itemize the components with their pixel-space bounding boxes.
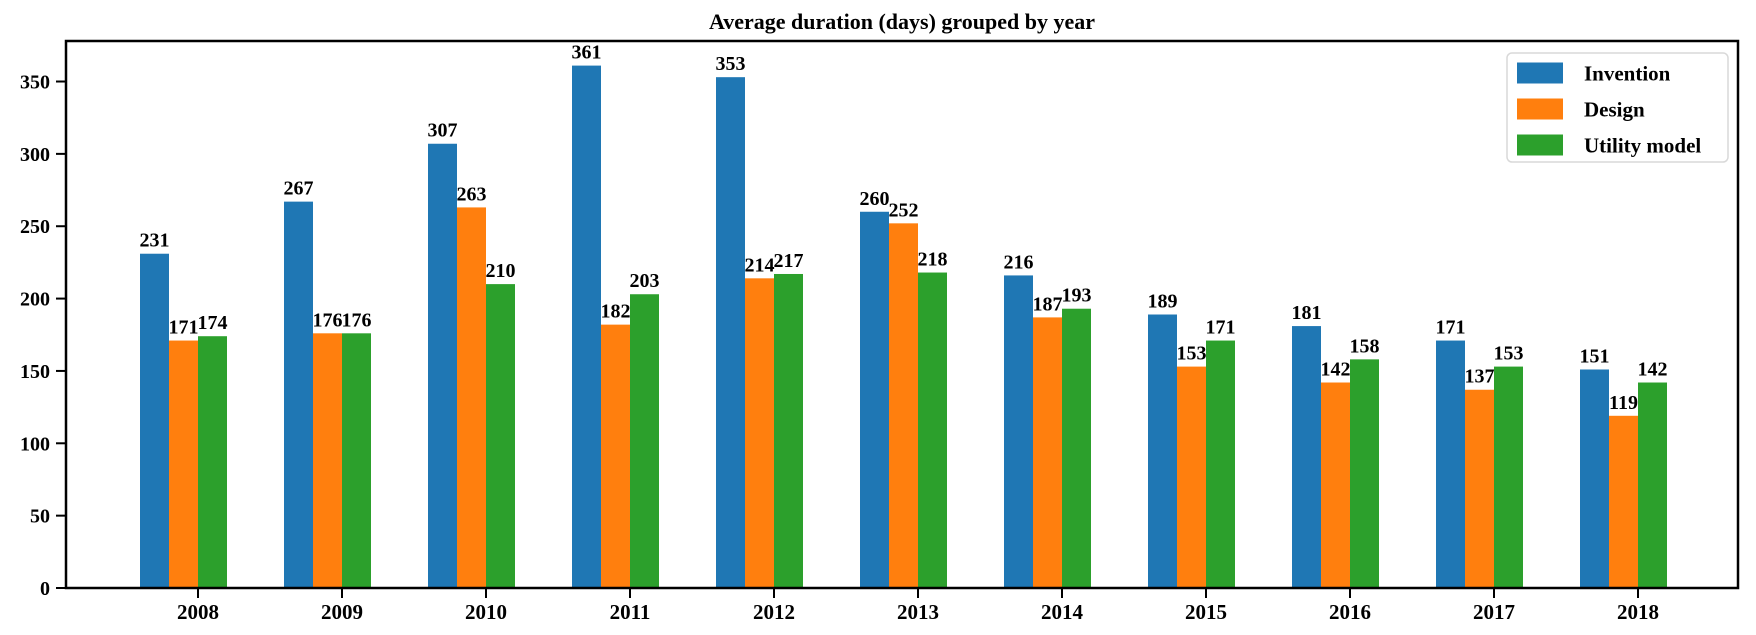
bar-value-label: 171: [1436, 317, 1466, 339]
bar-value-label: 353: [716, 53, 746, 75]
bar-utility-model-2011: [630, 294, 659, 588]
chart-title: Average duration (days) grouped by year: [709, 9, 1095, 34]
bar-value-label: 216: [1004, 251, 1034, 273]
bar-utility-model-2008: [198, 336, 227, 588]
bar-utility-model-2009: [342, 333, 371, 588]
bar-value-label: 171: [1206, 317, 1236, 339]
bar-value-label: 203: [630, 270, 660, 292]
x-tick-label: 2016: [1329, 600, 1371, 624]
x-tick-label: 2011: [610, 600, 651, 624]
bar-value-label: 119: [1609, 392, 1638, 414]
bar-value-label: 153: [1494, 343, 1524, 365]
x-tick-label: 2013: [897, 600, 939, 624]
legend: Invention Design Utility model: [1506, 52, 1729, 163]
bar-utility-model-2013: [918, 272, 947, 588]
bar-value-label: 142: [1638, 359, 1668, 381]
legend-swatch-invention: [1517, 62, 1563, 84]
legend-label-invention: Invention: [1584, 62, 1671, 86]
bar-value-label: 217: [774, 250, 804, 272]
y-tick-label: 200: [20, 289, 50, 311]
bar-design-2010: [457, 207, 486, 588]
bar-invention-2008: [140, 253, 169, 588]
bar-design-2015: [1177, 366, 1206, 588]
bar-invention-2012: [716, 77, 745, 588]
bar-invention-2014: [1004, 275, 1033, 588]
bar-invention-2010: [428, 143, 457, 588]
x-tick-label: 2012: [753, 600, 795, 624]
bar-utility-model-2012: [774, 273, 803, 588]
bar-invention-2016: [1292, 326, 1321, 588]
bar-invention-2015: [1148, 314, 1177, 588]
bar-utility-model-2016: [1350, 359, 1379, 588]
y-tick-label: 100: [20, 433, 50, 455]
bar-value-label: 267: [284, 178, 314, 200]
bar-invention-2013: [860, 211, 889, 589]
bar-value-label: 174: [198, 312, 228, 334]
bar-invention-2017: [1436, 340, 1465, 588]
bar-design-2017: [1465, 389, 1494, 588]
bar-value-label: 231: [140, 230, 170, 252]
bar-value-label: 307: [428, 120, 458, 142]
bar-invention-2011: [572, 65, 601, 589]
bar-invention-2018: [1580, 369, 1609, 588]
bar-value-label: 181: [1292, 302, 1322, 324]
bar-value-label: 214: [745, 254, 775, 276]
bar-design-2009: [313, 333, 342, 588]
y-tick-label: 50: [30, 506, 50, 528]
y-tick-label: 250: [20, 216, 50, 238]
x-tick-label: 2008: [177, 600, 219, 624]
bar-value-label: 193: [1062, 285, 1092, 307]
bar-design-2018: [1609, 415, 1638, 588]
y-tick-label: 150: [20, 361, 50, 383]
bar-utility-model-2018: [1638, 382, 1667, 588]
legend-swatch-design: [1517, 98, 1563, 120]
legend-label-utility-model: Utility model: [1584, 134, 1701, 158]
bar-design-2014: [1033, 317, 1062, 588]
bar-utility-model-2017: [1494, 366, 1523, 588]
bar-utility-model-2010: [486, 284, 515, 588]
x-tick-label: 2010: [465, 600, 507, 624]
y-tick-label: 350: [20, 72, 50, 94]
bar-value-label: 171: [169, 317, 199, 339]
bar-design-2012: [745, 278, 774, 588]
bar-value-label: 153: [1177, 343, 1207, 365]
bar-value-label: 176: [342, 309, 372, 331]
bar-design-2011: [601, 324, 630, 588]
bar-value-label: 263: [457, 183, 487, 205]
legend-label-design: Design: [1584, 98, 1645, 122]
bar-utility-model-2014: [1062, 308, 1091, 588]
bar-value-label: 260: [860, 188, 890, 210]
bar-value-label: 210: [486, 260, 516, 282]
bar-design-2013: [889, 223, 918, 589]
bar-design-2016: [1321, 382, 1350, 588]
plot-border: [64, 39, 1740, 590]
bar-value-label: 158: [1350, 335, 1380, 357]
bar-value-label: 218: [918, 249, 948, 271]
bar-value-label: 151: [1580, 345, 1610, 367]
x-tick-label: 2015: [1185, 600, 1227, 624]
x-tick-label: 2018: [1617, 600, 1659, 624]
bar-value-label: 187: [1033, 293, 1063, 315]
bar-invention-2009: [284, 201, 313, 588]
bar-value-label: 176: [313, 309, 343, 331]
x-tick-label: 2017: [1473, 600, 1515, 624]
x-tick-label: 2014: [1041, 600, 1084, 624]
bar-value-label: 361: [572, 42, 602, 64]
bar-value-label: 252: [889, 199, 919, 221]
x-tick-label: 2009: [321, 600, 363, 624]
y-tick-label: 300: [20, 144, 50, 166]
bar-design-2008: [169, 340, 198, 588]
legend-swatch-utility-model: [1517, 134, 1563, 156]
bar-value-label: 137: [1465, 366, 1495, 388]
bar-value-label: 142: [1321, 359, 1351, 381]
bar-utility-model-2015: [1206, 340, 1235, 588]
bar-value-label: 182: [601, 301, 631, 323]
y-tick-label: 0: [40, 578, 50, 600]
bar-value-label: 189: [1148, 291, 1178, 313]
